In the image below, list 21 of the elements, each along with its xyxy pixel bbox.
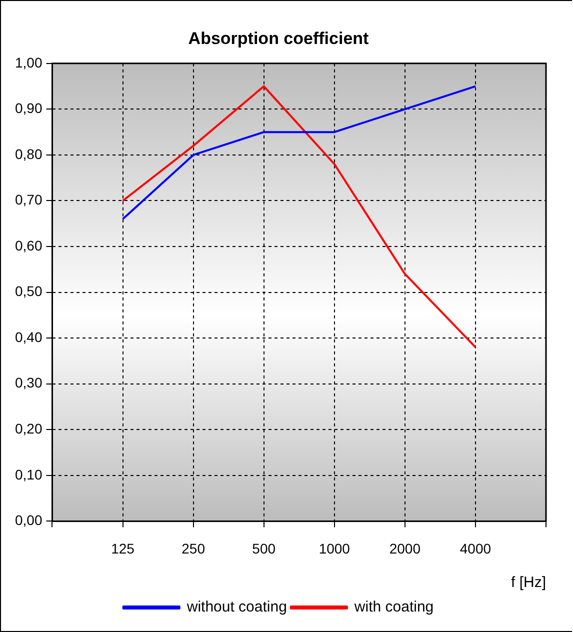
- legend-label: without coating: [186, 598, 287, 616]
- y-tick-label: 0,90: [15, 100, 42, 116]
- y-tick-label: 0,30: [15, 374, 42, 391]
- y-tick-label: 0,20: [15, 420, 42, 436]
- y-tick-label: 0,70: [15, 192, 42, 208]
- x-tick-label: 125: [111, 540, 135, 556]
- chart-title: Absorption coefficient: [188, 28, 370, 48]
- x-tick-label: 250: [182, 540, 206, 556]
- x-axis-title: f [Hz]: [510, 574, 546, 592]
- y-tick-label: 1,00: [15, 54, 42, 70]
- y-tick-label: 0,80: [15, 146, 42, 162]
- y-tick-label: 0,50: [15, 283, 42, 300]
- x-tick-label: 500: [252, 540, 276, 556]
- legend-label: with coating: [353, 598, 434, 616]
- y-tick-label: 0,60: [15, 237, 42, 254]
- x-tick-label: 1000: [318, 540, 350, 556]
- x-tick-label: 4000: [460, 540, 492, 556]
- x-tick-label: 2000: [389, 540, 421, 556]
- y-tick-label: 0,00: [15, 512, 42, 528]
- y-tick-label: 0,40: [15, 328, 42, 345]
- y-tick-label: 0,10: [15, 466, 42, 482]
